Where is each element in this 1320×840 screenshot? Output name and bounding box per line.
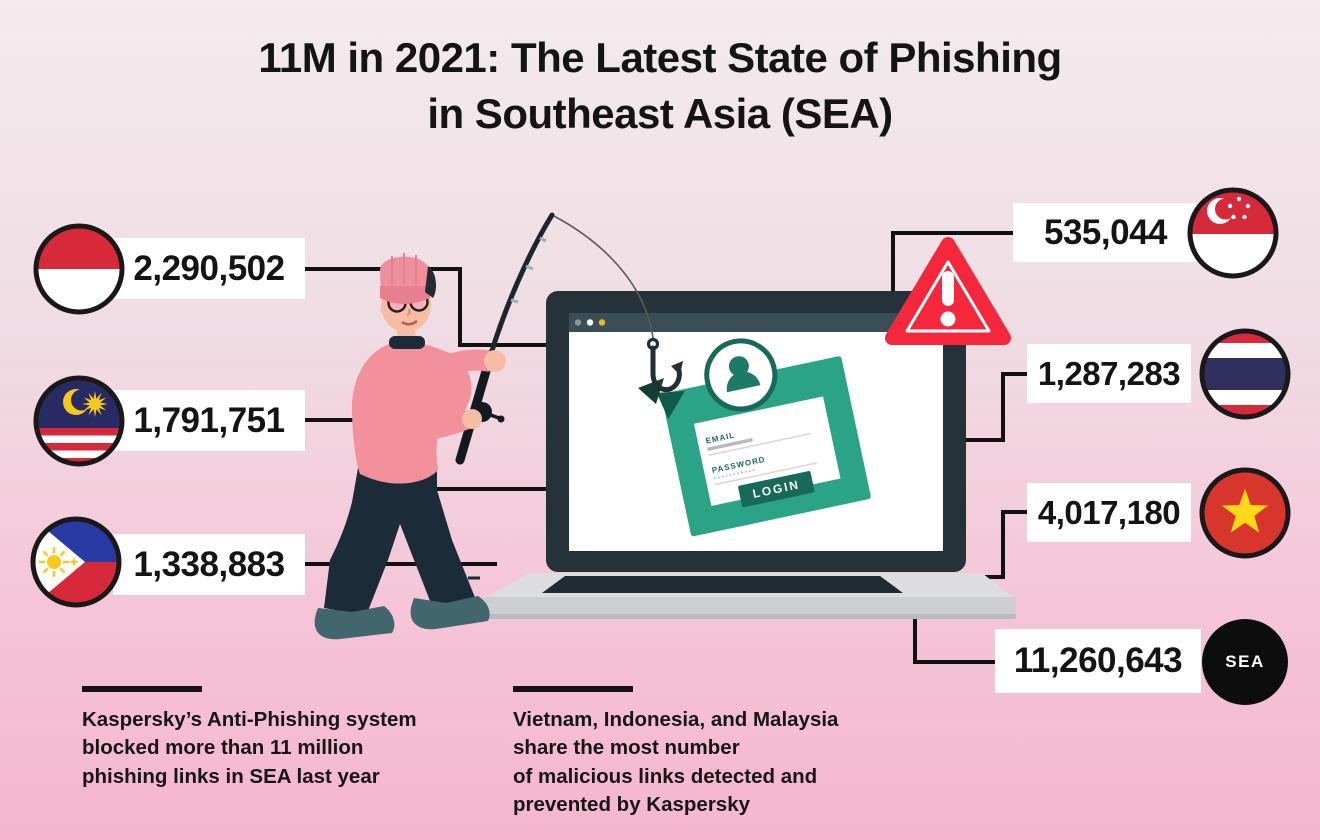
stat-value-malaysia: 1,791,751 <box>133 400 285 440</box>
footnote-line: Vietnam, Indonesia, and Malaysia <box>513 708 839 731</box>
laptop-keyboard <box>542 576 903 593</box>
phisher-shoe <box>314 606 395 640</box>
footnote-line: of malicious links detected and <box>513 764 818 788</box>
stat-value-philippines: 1,338,883 <box>133 544 285 584</box>
page-title-line2: in Southeast Asia (SEA) <box>427 89 893 137</box>
phisher-hair <box>425 266 436 298</box>
browser-bar <box>569 313 943 332</box>
phisher-nose <box>406 308 411 316</box>
philippines-flag-icon <box>30 516 122 608</box>
browser-dot-icon <box>598 319 606 326</box>
footnote-divider <box>513 686 633 692</box>
stat-value-sea-total: 11,260,643 <box>1013 641 1183 680</box>
exclamation-dot <box>940 311 956 327</box>
hook-barb <box>671 361 683 375</box>
stat-value-thailand: 1,287,283 <box>1037 354 1181 392</box>
rod-wraps <box>510 236 547 304</box>
footnote-blocked-links: Kaspersky’s Anti-Phishing system blocked… <box>82 686 417 791</box>
exclamation-bar <box>942 271 954 306</box>
stat-value-singapore: 535,044 <box>1043 212 1168 252</box>
footnote-divider <box>82 686 202 692</box>
footnote-line: blocked more than 11 million <box>82 736 364 760</box>
phisher-lower-arm <box>414 410 476 442</box>
motion-lines <box>452 576 480 588</box>
stat-box-singapore: 535,044 <box>1013 203 1198 262</box>
phisher-smile <box>401 319 418 326</box>
laptop-base <box>484 597 1016 619</box>
phisher-hand <box>484 350 506 372</box>
stat-value-indonesia: 2,290,502 <box>133 248 285 288</box>
warning-icon <box>885 237 1011 345</box>
malaysia-flag-icon <box>33 375 125 467</box>
beanie-ribs <box>391 253 417 284</box>
avatar-head-icon <box>728 356 749 377</box>
phisher-hand <box>462 409 482 429</box>
page-title: 11M in 2021: The Latest State of Phishin… <box>0 30 1320 142</box>
reel-knob <box>497 415 505 423</box>
indonesia-flag-icon <box>33 223 125 315</box>
connector-vietnam <box>964 510 1028 579</box>
laptop-base-edge <box>484 614 1016 619</box>
connector-singapore <box>891 231 1014 295</box>
email-input-line[interactable] <box>708 432 811 456</box>
connector-sea <box>913 616 997 664</box>
stat-box-vietnam: 4,017,180 <box>1027 483 1191 542</box>
thailand-flag-icon <box>1199 328 1291 420</box>
login-card: EMAIL PASSWORD ••••••••••• LOGIN Forgot … <box>656 338 871 537</box>
card-folded-corner <box>656 390 685 420</box>
password-input-line[interactable] <box>714 462 817 486</box>
phisher-pants <box>324 468 476 616</box>
footnote-line: Kaspersky’s Anti-Phishing system <box>82 708 417 731</box>
footnote-line: share the most number <box>513 736 740 760</box>
hook-and-line <box>551 214 683 404</box>
login-button[interactable] <box>738 471 815 508</box>
stat-box-thailand: 1,287,283 <box>1027 344 1191 403</box>
sea-badge-label: SEA <box>1225 652 1265 671</box>
phisher-illustration <box>314 212 555 640</box>
browser-dot-icon <box>586 319 594 326</box>
fishing-rod <box>488 212 555 357</box>
stat-value-vietnam: 4,017,180 <box>1037 493 1181 531</box>
email-value-bar <box>707 438 753 451</box>
footnote-line: prevented by Kaspersky <box>513 792 751 816</box>
avatar-body-icon <box>726 371 761 393</box>
stat-box-philippines: 1,338,883 <box>113 534 305 595</box>
footnote-line: phishing links in SEA last year <box>82 764 380 788</box>
sea-badge: SEA <box>1202 619 1288 705</box>
stat-box-sea-total: 11,260,643 <box>995 629 1201 693</box>
reel-crank <box>481 410 500 420</box>
vietnam-flag-icon <box>1199 467 1291 559</box>
page-title-line1: 11M in 2021: The Latest State of Phishin… <box>258 34 1062 81</box>
warning-inner-outline <box>905 260 991 333</box>
fishing-line <box>551 214 654 339</box>
phisher-shoe <box>410 596 490 630</box>
browser-dot-icon <box>574 319 582 326</box>
stat-box-malaysia: 1,791,751 <box>113 390 305 451</box>
beanie-band <box>380 286 430 304</box>
phisher-collar <box>389 336 425 349</box>
phisher-ear <box>380 304 390 314</box>
stat-box-indonesia: 2,290,502 <box>113 238 305 299</box>
singapore-flag-icon <box>1187 187 1279 279</box>
phisher-upper-arm <box>419 349 499 383</box>
connector-thailand <box>964 372 1028 442</box>
footnote-top-countries: Vietnam, Indonesia, and Malaysia share t… <box>513 686 838 819</box>
